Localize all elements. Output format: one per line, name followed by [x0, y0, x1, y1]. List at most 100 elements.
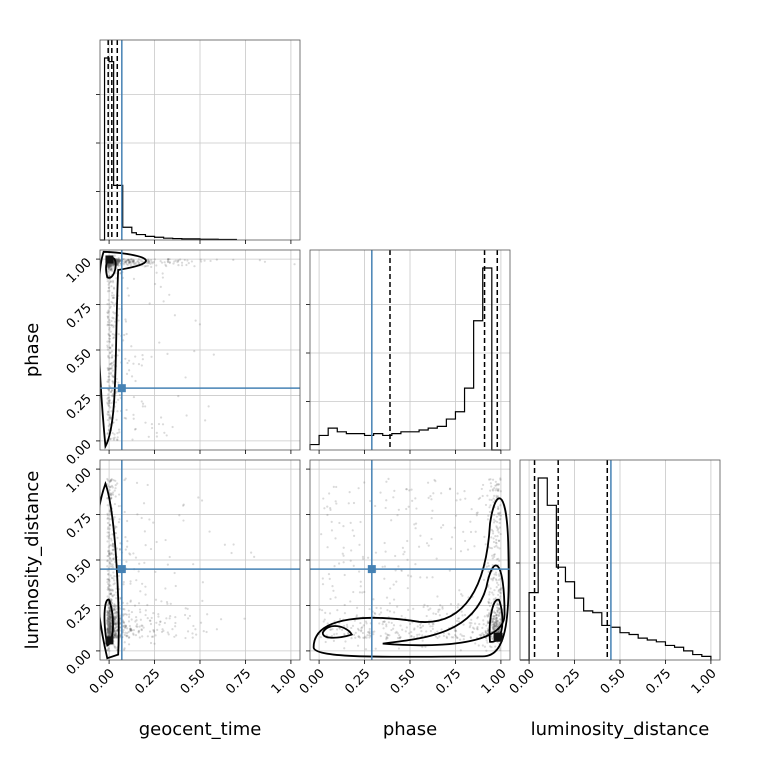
truth-marker	[117, 565, 126, 574]
sample-point	[126, 602, 129, 605]
sample-point	[492, 627, 495, 631]
histogram-panel-phase	[306, 249, 511, 454]
sample-point	[497, 630, 500, 633]
sample-point	[109, 280, 112, 283]
contour-mid	[321, 625, 354, 639]
sample-point	[492, 625, 495, 628]
sample-point	[449, 547, 453, 550]
sample-point	[491, 478, 495, 481]
sample-point	[108, 627, 111, 630]
sample-point	[375, 606, 378, 610]
sample-point	[338, 617, 342, 621]
sample-point	[126, 287, 129, 290]
sample-point	[111, 356, 114, 359]
sample-point	[117, 260, 120, 264]
sample-point	[114, 617, 117, 620]
sample-point	[398, 634, 401, 637]
sample-point	[108, 334, 112, 337]
sample-point	[137, 631, 140, 634]
sample-point	[108, 622, 111, 626]
sample-point	[107, 265, 111, 269]
sample-point	[498, 514, 501, 517]
sample-point	[108, 625, 111, 628]
sample-point	[113, 516, 116, 519]
sample-point	[134, 263, 137, 266]
sample-point	[498, 623, 501, 626]
sample-point	[497, 621, 500, 625]
sample-point	[454, 633, 457, 637]
sample-point	[498, 521, 501, 525]
sample-point	[497, 527, 500, 530]
sample-point	[114, 525, 117, 528]
sample-point	[106, 629, 109, 632]
sample-point	[482, 633, 486, 637]
sample-point	[127, 636, 130, 639]
sample-point	[432, 612, 435, 615]
sample-point	[134, 620, 137, 623]
sample-point	[496, 581, 499, 584]
sample-point	[491, 530, 495, 533]
sample-point	[123, 260, 126, 263]
sample-point	[497, 607, 500, 610]
sample-point	[152, 628, 155, 632]
sample-point	[113, 609, 116, 612]
sample-point	[407, 505, 410, 508]
sample-point	[106, 266, 109, 269]
sample-point	[495, 616, 498, 620]
sample-point	[481, 626, 484, 629]
sample-point	[477, 497, 480, 501]
sample-point	[430, 498, 433, 501]
sample-point	[114, 636, 117, 639]
sample-point	[494, 645, 497, 648]
sample-point	[498, 608, 501, 611]
sample-point	[110, 484, 114, 488]
sample-point	[132, 633, 135, 636]
sample-point	[341, 552, 344, 555]
sample-point	[140, 516, 143, 520]
sample-point	[111, 279, 115, 282]
sample-point	[113, 633, 117, 637]
sample-point	[209, 259, 212, 263]
sample-point	[497, 623, 500, 626]
sample-point	[109, 437, 112, 440]
sample-point	[108, 351, 112, 355]
sample-point	[164, 587, 167, 590]
sample-point	[440, 492, 443, 495]
sample-point	[108, 649, 111, 652]
sample-point	[111, 301, 114, 305]
sample-point	[125, 332, 128, 336]
sample-point	[128, 552, 131, 555]
sample-point	[107, 367, 110, 370]
sample-point	[109, 558, 112, 561]
sample-point	[125, 259, 128, 263]
sample-point	[157, 422, 161, 426]
sample-point	[125, 634, 128, 637]
sample-point	[112, 261, 116, 265]
sample-point	[438, 635, 441, 638]
sample-point	[365, 622, 368, 625]
sample-point	[106, 303, 109, 306]
sample-point	[106, 396, 110, 399]
sample-point	[346, 625, 349, 629]
sample-point	[110, 598, 113, 601]
sample-point	[109, 626, 112, 629]
sample-point	[485, 639, 488, 642]
sample-point	[146, 264, 149, 267]
sample-point	[492, 627, 495, 630]
sample-point	[434, 612, 437, 616]
sample-point	[113, 627, 117, 630]
sample-point	[113, 608, 116, 611]
sample-point	[470, 618, 473, 621]
sample-point	[147, 258, 150, 261]
sample-point	[492, 615, 495, 618]
sample-point	[112, 317, 115, 320]
sample-point	[495, 619, 498, 622]
sample-point	[108, 609, 111, 613]
sample-point	[474, 530, 477, 533]
sample-point	[106, 521, 109, 525]
sample-point	[460, 610, 463, 613]
sample-point	[487, 514, 490, 517]
sample-point	[392, 627, 395, 630]
sample-point	[107, 630, 110, 633]
sample-point	[165, 617, 168, 620]
